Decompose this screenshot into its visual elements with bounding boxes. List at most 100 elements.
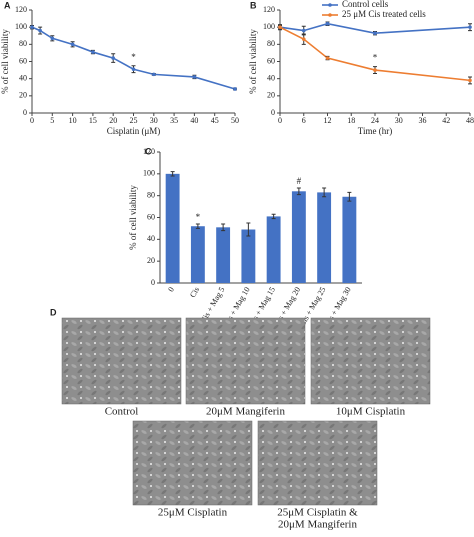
data-point — [38, 28, 42, 33]
x-tick-label: 0 — [278, 116, 282, 125]
x-tick-label: 0 — [166, 285, 176, 293]
x-tick-label: 30 — [395, 116, 403, 125]
data-point — [192, 75, 197, 79]
bar — [291, 191, 306, 283]
data-point — [468, 25, 472, 29]
panel-label: B — [250, 0, 257, 10]
panel-label: D — [50, 307, 57, 317]
x-tick-label: 42 — [442, 116, 450, 125]
y-tick-label: 120 — [143, 147, 155, 156]
bar — [190, 226, 205, 283]
error-bar — [271, 213, 276, 220]
data-point — [301, 37, 306, 41]
bar — [266, 216, 281, 283]
y-tick-label: 60 — [19, 56, 27, 65]
x-tick-label: 35 — [170, 116, 178, 125]
data-point — [91, 50, 95, 54]
data-point — [278, 25, 282, 29]
series-line — [31, 26, 236, 90]
y-tick-label: 20 — [19, 91, 27, 100]
panel-label: A — [4, 0, 11, 10]
annotation: * — [131, 52, 136, 62]
y-axis-label: % of cell viability — [0, 29, 10, 94]
y-tick-label: 0 — [271, 108, 275, 117]
image-caption: 20μM Mangiferin — [278, 519, 357, 531]
x-tick-label: 50 — [231, 116, 239, 125]
x-tick-label: 0 — [30, 116, 34, 125]
y-tick-label: 40 — [147, 234, 155, 243]
x-tick-label: 48 — [466, 116, 474, 125]
x-tick-label: 15 — [89, 116, 97, 125]
x-tick-label: 12 — [324, 116, 332, 125]
annotation: * — [196, 212, 201, 222]
error-bar — [296, 187, 301, 196]
data-point — [373, 68, 377, 72]
bar — [342, 196, 357, 283]
data-point — [30, 25, 34, 29]
legend-marker — [328, 3, 332, 7]
bar — [165, 173, 180, 283]
y-tick-label: 60 — [147, 212, 155, 221]
y-tick-label: 80 — [19, 39, 27, 48]
legend-marker — [328, 13, 332, 17]
image-caption: Control — [105, 406, 139, 418]
data-point — [152, 72, 156, 77]
error-bar — [170, 171, 175, 177]
bar — [241, 229, 256, 283]
x-axis-label: Time (hr) — [358, 126, 392, 136]
y-tick-label: 100 — [263, 22, 275, 31]
micrograph — [185, 317, 306, 405]
data-point — [301, 28, 306, 33]
data-point — [468, 78, 472, 83]
x-tick-label: 6 — [302, 116, 306, 125]
data-point — [131, 67, 136, 72]
data-point — [233, 87, 237, 91]
data-point — [70, 42, 75, 47]
micrograph — [132, 420, 253, 506]
x-tick-label: 25 — [130, 116, 138, 125]
y-tick-label: 80 — [267, 39, 275, 48]
error-bar — [347, 191, 352, 202]
image-caption: 20μM Mangiferin — [206, 406, 285, 418]
data-point — [325, 56, 330, 60]
annotation: # — [297, 176, 302, 186]
image-caption: 25μM Cisplatin & — [277, 507, 358, 519]
y-tick-label: 120 — [15, 5, 27, 14]
y-tick-label: 20 — [147, 256, 155, 265]
image-caption: 10μM Cisplatin — [336, 406, 406, 418]
x-tick-label: 18 — [347, 116, 355, 125]
data-point — [373, 31, 377, 35]
bar — [216, 227, 231, 283]
y-tick-label: 120 — [263, 5, 275, 14]
bar — [317, 192, 332, 283]
x-tick-label: 45 — [211, 116, 219, 125]
image-caption: 25μM Cisplatin — [158, 507, 228, 519]
micrograph — [310, 317, 431, 405]
legend-label: 25 μM Cis treated cells — [342, 9, 426, 19]
y-tick-label: 0 — [151, 278, 155, 287]
data-point — [50, 36, 55, 41]
error-bar — [221, 223, 226, 232]
data-point — [111, 56, 115, 60]
error-bar — [322, 187, 327, 198]
micrograph — [61, 317, 182, 405]
y-axis-label: % of cell viability — [128, 185, 138, 250]
x-tick-label: 30 — [150, 116, 158, 125]
x-tick-label: 20 — [109, 116, 117, 125]
y-tick-label: 100 — [143, 169, 155, 178]
y-tick-label: 100 — [15, 22, 27, 31]
data-point — [325, 21, 330, 26]
x-tick-label: 10 — [69, 116, 77, 125]
x-tick-label: 5 — [50, 116, 54, 125]
y-tick-label: 80 — [147, 190, 155, 199]
panel-label: C — [145, 146, 152, 156]
y-tick-label: 40 — [19, 73, 27, 82]
x-tick-label: 36 — [419, 116, 427, 125]
x-axis-label: Cisplatin (μM) — [107, 126, 161, 136]
x-tick-label: Cis — [188, 285, 201, 299]
annotation: * — [373, 53, 378, 63]
y-tick-label: 20 — [267, 91, 275, 100]
y-axis-label: % of cell viability — [248, 29, 258, 94]
x-tick-label: 24 — [371, 116, 379, 125]
